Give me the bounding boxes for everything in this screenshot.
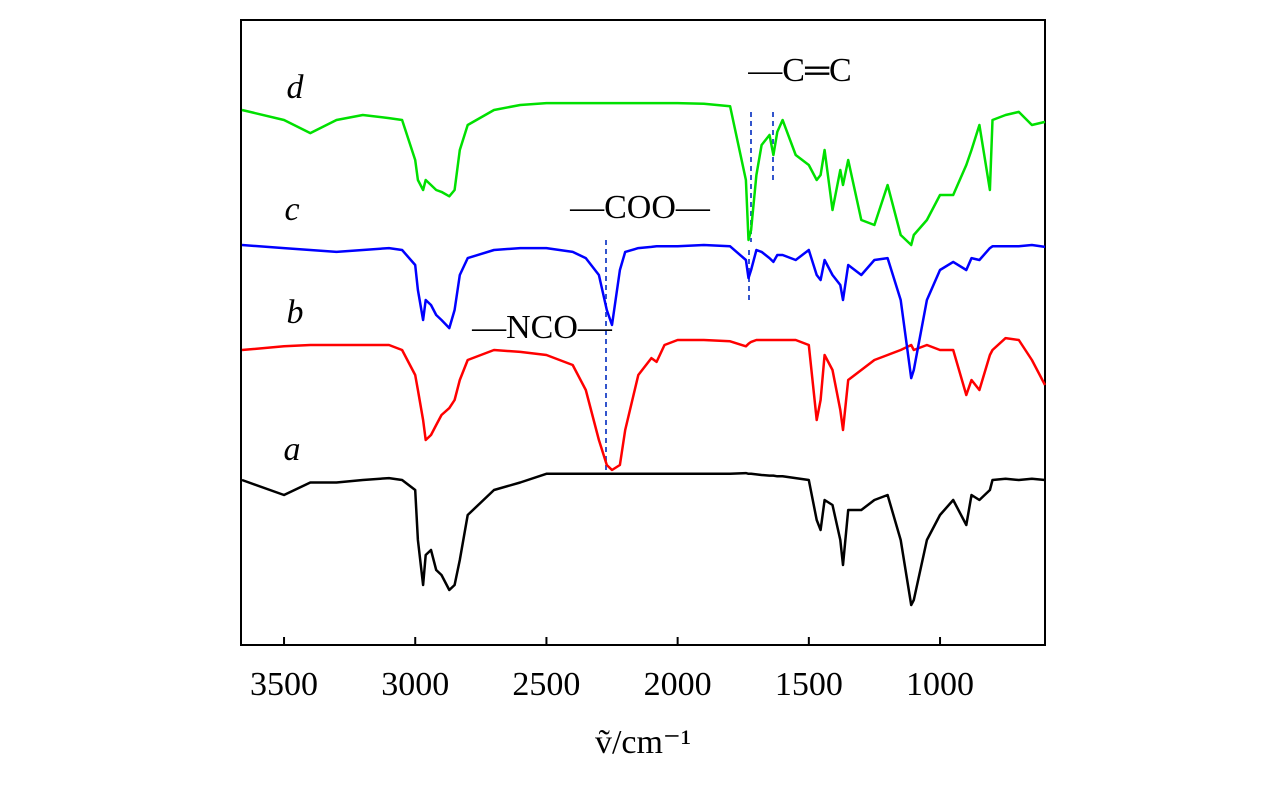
x-tick-label: 2000	[644, 666, 712, 703]
x-tick-label: 1500	[775, 666, 843, 703]
series-line	[241, 336, 1047, 472]
guides	[605, 112, 774, 470]
series-line	[241, 243, 1046, 380]
series-line	[241, 471, 1046, 607]
x-tick-label: 2500	[512, 666, 580, 703]
series-line	[241, 101, 1046, 247]
x-tick-label: 3500	[250, 666, 318, 703]
annotation: —C═C	[747, 52, 851, 89]
x-axis-label: ṽ/cm⁻¹	[595, 724, 691, 761]
series-label: d	[287, 69, 305, 106]
annotation: —NCO—	[471, 309, 613, 346]
series-label: c	[284, 191, 299, 228]
series-label: b	[287, 294, 304, 331]
annotation: —COO—	[569, 189, 711, 226]
x-tick-label: 3000	[381, 666, 449, 703]
series-label: a	[284, 431, 301, 468]
x-tick-label: 1000	[906, 666, 974, 703]
plot-frame	[240, 19, 1046, 646]
